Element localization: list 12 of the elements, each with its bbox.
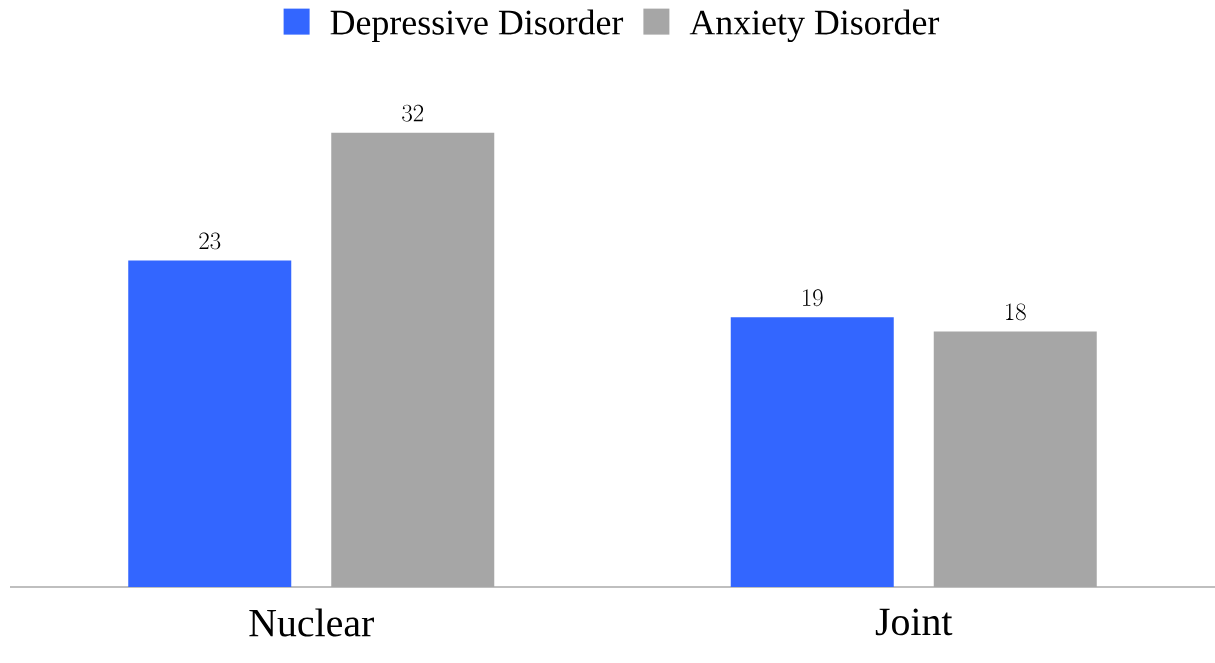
x-tick-label: Nuclear bbox=[249, 608, 374, 637]
bar bbox=[730, 317, 894, 587]
bar bbox=[128, 260, 292, 587]
x-tick-label: Joint bbox=[875, 608, 953, 636]
data-label: 23 bbox=[199, 232, 221, 250]
data-label: 32 bbox=[402, 104, 424, 122]
bar bbox=[933, 331, 1097, 587]
legend-label: Depressive Disorder bbox=[330, 9, 624, 42]
data-label: 19 bbox=[803, 289, 823, 307]
bar bbox=[331, 132, 495, 587]
data-label: 18 bbox=[1006, 303, 1026, 321]
legend-label: Anxiety Disorder bbox=[689, 9, 940, 43]
